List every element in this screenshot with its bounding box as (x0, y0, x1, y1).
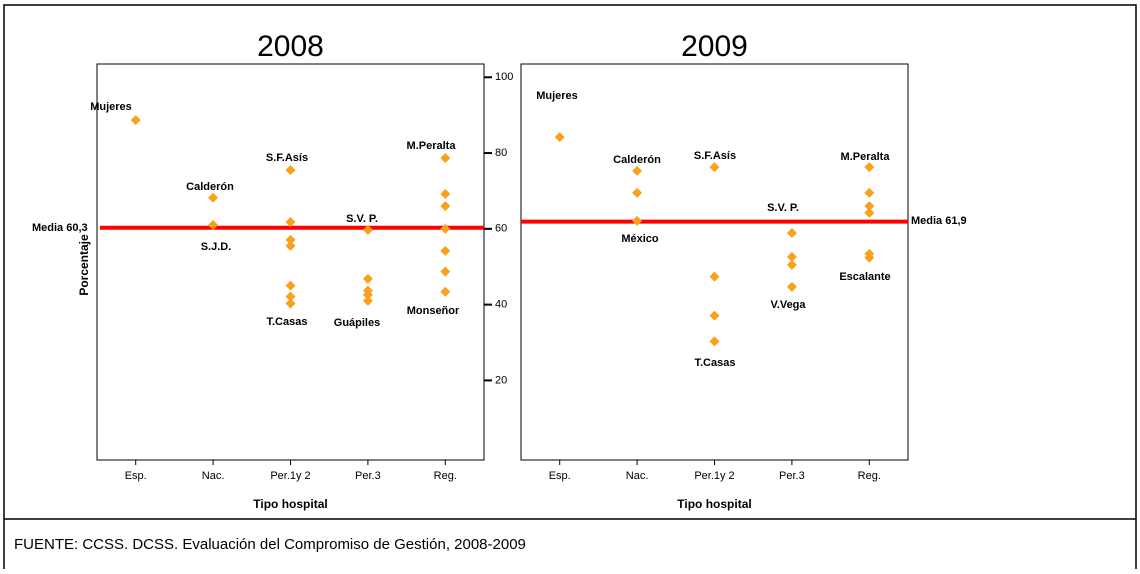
x-tick-label: Nac. (202, 470, 225, 482)
annotation: T.Casas (267, 316, 308, 328)
point (440, 223, 451, 234)
source: FUENTE: CCSS. DCSS. Evaluación del Compr… (14, 536, 526, 553)
mean-label: Media 60,3 (32, 222, 88, 234)
annotation: M.Peralta (841, 151, 891, 163)
annotation: México (621, 233, 659, 245)
x-tick-label: Per.1y 2 (270, 470, 310, 482)
point (864, 252, 875, 263)
point (208, 220, 219, 231)
x-tick-label: Esp. (549, 470, 571, 482)
point (864, 201, 875, 212)
point (709, 310, 720, 321)
annotation: Mujeres (90, 101, 132, 113)
point (786, 251, 797, 262)
point (864, 207, 875, 218)
y-tick-label: 40 (495, 299, 507, 311)
y-tick-label: 80 (495, 147, 507, 159)
annotation: Calderón (186, 181, 234, 193)
y-axis-label: Porcentaje (77, 234, 91, 296)
plot-area (520, 63, 909, 461)
annotation: Calderón (613, 154, 661, 166)
annotation: S.F.Asís (694, 150, 736, 162)
annotation: Monseñor (407, 305, 460, 317)
point (285, 165, 296, 176)
point (285, 234, 296, 245)
point (786, 228, 797, 239)
y-tick-label: 100 (495, 71, 513, 83)
frame (3, 4, 1137, 574)
x-tick-label: Per.3 (779, 470, 805, 482)
annotation: S.J.D. (201, 241, 232, 253)
annotation: S.V. P. (346, 213, 378, 225)
annotation: S.V. P. (767, 202, 799, 214)
point (362, 295, 373, 306)
point (440, 201, 451, 212)
point (440, 286, 451, 297)
point (709, 271, 720, 282)
annotation: Escalante (839, 271, 890, 283)
y-tick-label: 60 (495, 223, 507, 235)
x-axis-label: Tipo hospital (253, 497, 327, 511)
chart-title: 2008 (257, 30, 324, 63)
point (632, 165, 643, 176)
point (786, 259, 797, 270)
annotation: T.Casas (695, 357, 736, 369)
point (285, 291, 296, 302)
point (864, 162, 875, 173)
annotation: Mujeres (536, 90, 578, 102)
point (786, 281, 797, 292)
point (632, 215, 643, 226)
mean-label: Media 61,9 (911, 215, 967, 227)
annotation: S.F.Asís (266, 152, 308, 164)
annotation: M.Peralta (407, 140, 457, 152)
point (362, 273, 373, 284)
x-tick-label: Esp. (125, 470, 147, 482)
point (440, 266, 451, 277)
point (208, 192, 219, 203)
y-tick-label: 20 (495, 374, 507, 386)
x-axis-label: Tipo hospital (677, 497, 751, 511)
point (440, 245, 451, 256)
chart-title: 2009 (681, 30, 748, 63)
annotation: Guápiles (334, 317, 380, 329)
point (709, 162, 720, 173)
point (285, 240, 296, 251)
point (285, 217, 296, 228)
x-tick-label: Nac. (626, 470, 649, 482)
point (864, 187, 875, 198)
point (632, 187, 643, 198)
point (130, 115, 141, 126)
x-tick-label: Per.3 (355, 470, 381, 482)
x-tick-label: Reg. (434, 470, 457, 482)
plot-area (96, 63, 485, 461)
x-tick-label: Per.1y 2 (694, 470, 734, 482)
point (285, 280, 296, 291)
point (440, 188, 451, 199)
point (709, 336, 720, 347)
point (362, 224, 373, 235)
x-tick-label: Reg. (858, 470, 881, 482)
point (554, 132, 565, 143)
point (440, 152, 451, 163)
point (362, 289, 373, 300)
annotation: V.Vega (770, 299, 806, 311)
point (285, 298, 296, 309)
